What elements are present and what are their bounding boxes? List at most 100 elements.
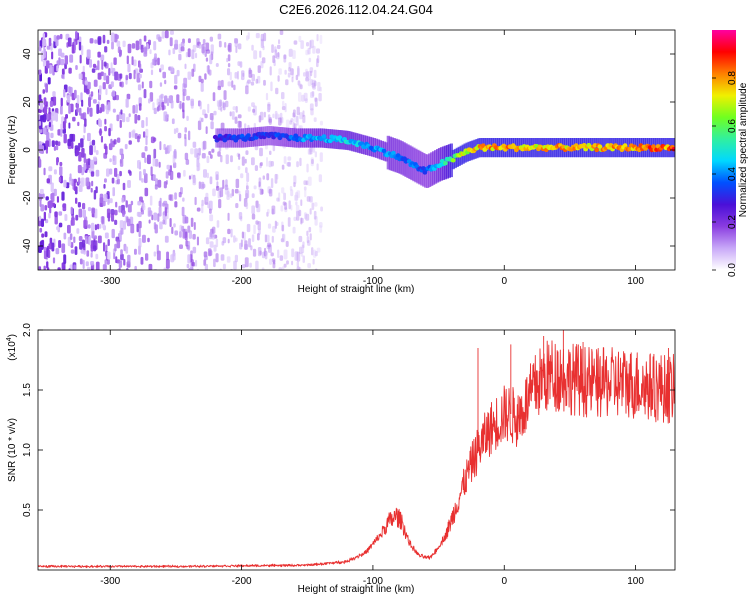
spectrogram-noise-cell — [281, 164, 285, 170]
spectrogram-noise-cell — [222, 263, 226, 270]
spectrogram-noise-cell — [235, 46, 238, 53]
spectrogram-noise-cell — [47, 77, 51, 85]
spectrogram-noise-cell — [261, 57, 266, 64]
colorbar-ticks: 0.0 0.2 0.4 0.6 0.8 — [712, 71, 738, 277]
spectrogram-noise-cell — [220, 155, 223, 163]
spectrogram-noise-cell — [296, 261, 299, 268]
spectrogram-noise-cell — [291, 68, 294, 79]
spectrogram-noise-cell — [69, 264, 74, 270]
spectrogram-noise-cell — [125, 200, 128, 208]
spectrogram-noise-cell — [126, 216, 129, 223]
spectrogram-noise-cell — [38, 157, 41, 168]
spectrogram-noise-cell — [319, 225, 323, 233]
spectrogram-noise-cell — [220, 254, 225, 261]
spectrogram-noise-cell — [258, 226, 261, 235]
spectrogram-noise-cell — [94, 235, 97, 240]
spectrogram-noise-cell — [283, 263, 287, 268]
spectrogram-noise-cell — [255, 78, 259, 84]
spectrogram-noise-cell — [130, 223, 135, 234]
spectrogram-noise-cell — [153, 251, 157, 257]
spectrogram-noise-cell — [174, 74, 178, 85]
snr-x-ticks: -300 -200 -100 0 100 — [100, 330, 644, 587]
spectrogram-noise-cell — [310, 70, 313, 77]
spectrogram-noise-cell — [45, 196, 49, 201]
spectrogram-noise-cell — [198, 181, 201, 189]
spectrogram-noise-cell — [290, 118, 294, 123]
spectrogram-noise-cell — [187, 254, 191, 264]
spectrogram-noise-cell — [298, 82, 302, 88]
spectrogram-noise-cell — [289, 120, 293, 125]
spectrogram-noise-cell — [137, 200, 141, 206]
spectrogram-noise-cell — [240, 173, 244, 179]
spectrogram-noise-cell — [195, 259, 198, 267]
spectrogram-noise-cell — [263, 250, 268, 256]
spectrogram-noise-cell — [292, 122, 295, 130]
spectrogram-noise-cell — [251, 193, 255, 198]
spectrogram-noise-cell — [152, 102, 155, 111]
snr-x-tick-label: -200 — [232, 576, 252, 587]
colorbar-label: Normalized spectral amplitude — [738, 82, 749, 217]
spectrogram-noise-cell — [176, 69, 180, 77]
spectrogram-noise-cell — [234, 188, 239, 194]
spectrogram-noise-cell — [178, 191, 182, 198]
spectrogram-noise-cell — [43, 167, 46, 176]
spectrogram-noise-cell — [78, 41, 82, 51]
spectrogram-ridge-cell — [337, 135, 343, 140]
spectrogram-noise-cell — [87, 266, 91, 270]
spectrogram-noise-cell — [252, 108, 256, 113]
spectrogram-noise-cell — [42, 127, 47, 135]
spectrogram-noise-cell — [38, 121, 42, 126]
spectrogram-noise-cell — [263, 79, 266, 86]
spectrogram-noise-cell — [176, 94, 180, 104]
spectrogram-noise-cell — [140, 256, 144, 265]
spectrogram-y-tick-label: 40 — [22, 48, 33, 60]
spectrogram-ridge-cell — [450, 158, 456, 163]
spectrogram-noise-cell — [126, 268, 130, 270]
spectrogram-noise-cell — [153, 222, 157, 230]
spectrogram-noise-cell — [241, 264, 246, 269]
spectrogram-noise-cell — [160, 64, 164, 71]
spectrogram-noise-cell — [306, 42, 310, 47]
spectrogram-noise-cell — [118, 205, 122, 213]
spectrogram-noise-cell — [306, 230, 309, 237]
spectrogram-noise-cell — [82, 209, 86, 218]
spectrogram-noise-cell — [86, 250, 90, 257]
spectrogram-noise-cell — [237, 114, 242, 119]
spectrogram-noise-cell — [285, 119, 290, 129]
spectrogram-noise-cell — [223, 90, 227, 100]
spectrogram-noise-cell — [266, 173, 270, 181]
spectrogram-noise-cell — [119, 81, 122, 87]
spectrogram-noise-cell — [63, 133, 67, 144]
spectrogram-noise-cell — [143, 131, 146, 138]
spectrogram-noise-cell — [201, 117, 204, 123]
spectrogram-noise-cell — [263, 32, 267, 42]
spectrogram-noise-cell — [296, 115, 299, 126]
spectrogram-noise-cell — [137, 84, 142, 91]
spectrogram-noise-cell — [116, 114, 120, 122]
spectrogram-noise-cell — [281, 224, 285, 232]
spectrogram-noise-cell — [278, 267, 282, 270]
spectrogram-noise-cell — [268, 117, 272, 125]
spectrogram-noise-cell — [51, 111, 56, 121]
spectrogram-noise-cell — [64, 214, 68, 221]
spectrogram-noise-cell — [58, 211, 63, 216]
spectrogram-noise-cell — [138, 237, 142, 248]
spectrogram-noise-cell — [178, 53, 182, 61]
spectrogram-noise-cell — [84, 80, 88, 86]
spectrogram-noise-cell — [179, 100, 182, 110]
spectrogram-noise-cell — [107, 239, 110, 246]
spectrogram-noise-cell — [188, 175, 191, 180]
spectrogram-noise-cell — [245, 189, 250, 199]
spectrogram-noise-cell — [311, 159, 314, 165]
spectrogram-noise-cell — [91, 68, 96, 73]
spectrogram-noise-cell — [93, 79, 98, 87]
spectrogram-noise-cell — [143, 47, 148, 57]
spectrogram-noise-cell — [141, 152, 146, 158]
spectrogram-noise-cell — [235, 203, 239, 209]
spectrogram-noise-cell — [39, 200, 42, 207]
spectrogram-noise-cell — [79, 241, 83, 250]
spectrogram-noise-cell — [95, 253, 99, 260]
spectrogram-noise-cell — [38, 114, 41, 120]
spectrogram-noise-cell — [168, 95, 172, 102]
spectrogram-noise-cell — [159, 141, 162, 151]
